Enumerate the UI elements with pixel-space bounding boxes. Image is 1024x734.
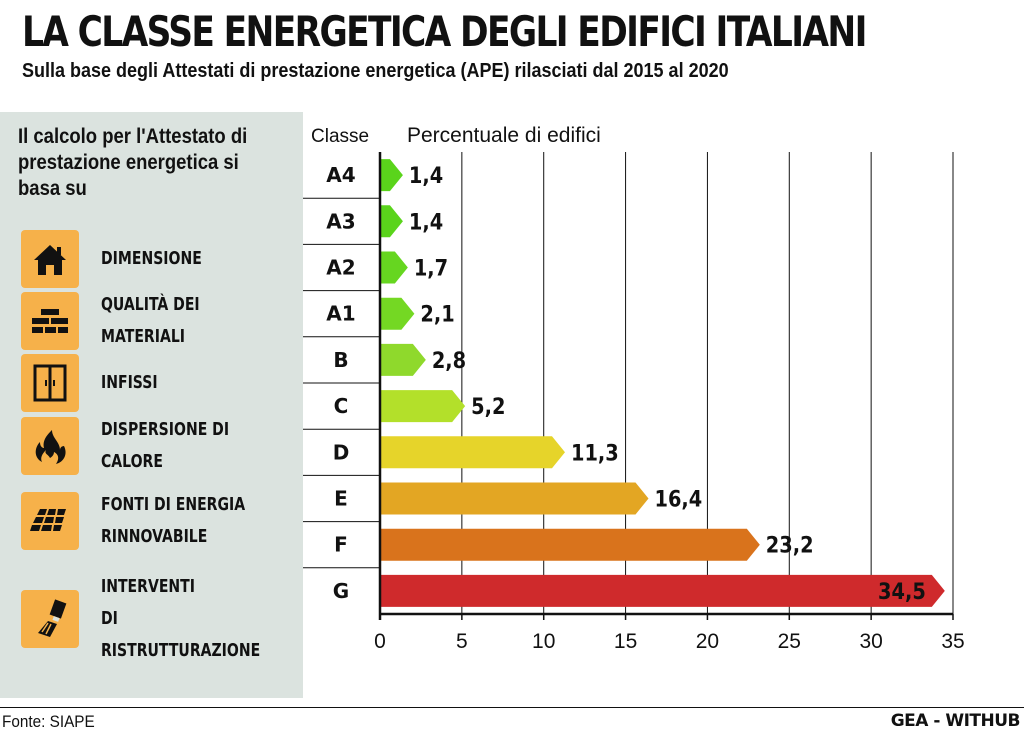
energy-class-chart: Classe Percentuale di edifici A4 1,4 A3 1,4… xyxy=(303,112,1024,653)
value-label: 23,2 xyxy=(766,533,814,558)
factor-dispersione: DISPERSIONE DI CALORE xyxy=(21,417,301,487)
x-tick-label: 25 xyxy=(778,630,801,652)
factor-dimensione: DIMENSIONE xyxy=(21,230,301,300)
value-label: 11,3 xyxy=(571,440,619,465)
category-label: C xyxy=(334,394,349,418)
bar-a4 xyxy=(381,159,403,192)
chart-subtitle: Sulla base degli Attestati di prestazion… xyxy=(22,60,729,82)
value-label: 2,8 xyxy=(432,348,466,373)
bar-d xyxy=(381,436,565,469)
factor-label: DISPERSIONE DI CALORE xyxy=(101,419,230,472)
bar-b xyxy=(381,343,426,376)
bar-g xyxy=(381,574,945,607)
x-tick-label: 20 xyxy=(696,630,719,652)
factor-label: DIMENSIONE xyxy=(101,248,202,269)
bar-f xyxy=(381,528,760,561)
bar-a2 xyxy=(381,251,408,284)
value-label: 34,5 xyxy=(878,579,926,604)
x-tick-label: 30 xyxy=(859,630,882,652)
category-label: F xyxy=(334,533,348,557)
factor-interventi: INTERVENTI DI RISTRUTTURAZIONE xyxy=(21,576,301,661)
bars-group: A4 1,4 A3 1,4 A2 1,7 A1 2,1 B 2,8 C 5,2 D 11,3 E 16,4 F 2… xyxy=(326,159,945,607)
source-note: Fonte: SIAPE xyxy=(2,712,95,731)
paint-brush-icon xyxy=(21,590,79,648)
factor-label: INTERVENTI DI RISTRUTTURAZIONE xyxy=(101,576,261,661)
bar-c xyxy=(381,390,466,423)
chart-title: LA CLASSE ENERGETICA DEGLI EDIFICI ITALI… xyxy=(22,7,867,56)
factors-panel: Il calcolo per l'Attestato di prestazion… xyxy=(0,112,303,698)
footer-rule xyxy=(0,707,1024,708)
category-header: Classe xyxy=(311,126,369,147)
category-label: A3 xyxy=(326,209,355,233)
panel-heading: Il calcolo per l'Attestato di prestazion… xyxy=(18,125,248,200)
factor-label: FONTI DI ENERGIA RINNOVABILE xyxy=(101,494,246,547)
x-tick-label: 15 xyxy=(614,630,637,652)
factor-materiali: QUALITÀ DEI MATERIALI xyxy=(21,292,301,362)
category-label: D xyxy=(333,440,350,464)
x-tick-label: 5 xyxy=(456,630,468,652)
solar-panel-icon xyxy=(21,492,79,550)
bar-a3 xyxy=(381,205,403,238)
credit-label: GEA - WITHUB xyxy=(890,711,1021,731)
factor-fonti: FONTI DI ENERGIA RINNOVABILE xyxy=(21,492,301,562)
category-label: A4 xyxy=(326,163,355,187)
window-icon xyxy=(21,354,79,412)
value-label: 5,2 xyxy=(471,394,505,419)
flame-icon xyxy=(21,417,79,475)
x-axis-label: Percentuale di edifici xyxy=(407,124,601,147)
category-label: G xyxy=(333,579,349,603)
category-label: E xyxy=(334,487,348,511)
value-label: 2,1 xyxy=(420,302,454,327)
x-tick-label: 0 xyxy=(374,630,386,652)
house-icon xyxy=(21,230,79,288)
category-label: B xyxy=(333,348,348,372)
bricks-icon xyxy=(21,292,79,350)
bar-e xyxy=(381,482,649,515)
category-label: A2 xyxy=(326,256,355,280)
axes-group: 0 5 10 15 20 25 30 35 xyxy=(374,152,965,653)
value-label: 1,7 xyxy=(414,255,448,280)
chart-svg: Classe Percentuale di edifici A4 1,4 A3 1,4… xyxy=(303,124,965,653)
category-label: A1 xyxy=(326,302,355,326)
bar-a1 xyxy=(381,297,415,330)
factor-label: INFISSI xyxy=(101,372,158,393)
value-label: 16,4 xyxy=(654,486,702,511)
factor-infissi: INFISSI xyxy=(21,354,301,424)
value-label: 1,4 xyxy=(409,163,443,188)
x-tick-label: 35 xyxy=(941,630,964,652)
x-tick-label: 10 xyxy=(532,630,555,652)
factor-label: QUALITÀ DEI MATERIALI xyxy=(101,294,200,347)
value-label: 1,4 xyxy=(409,209,443,234)
